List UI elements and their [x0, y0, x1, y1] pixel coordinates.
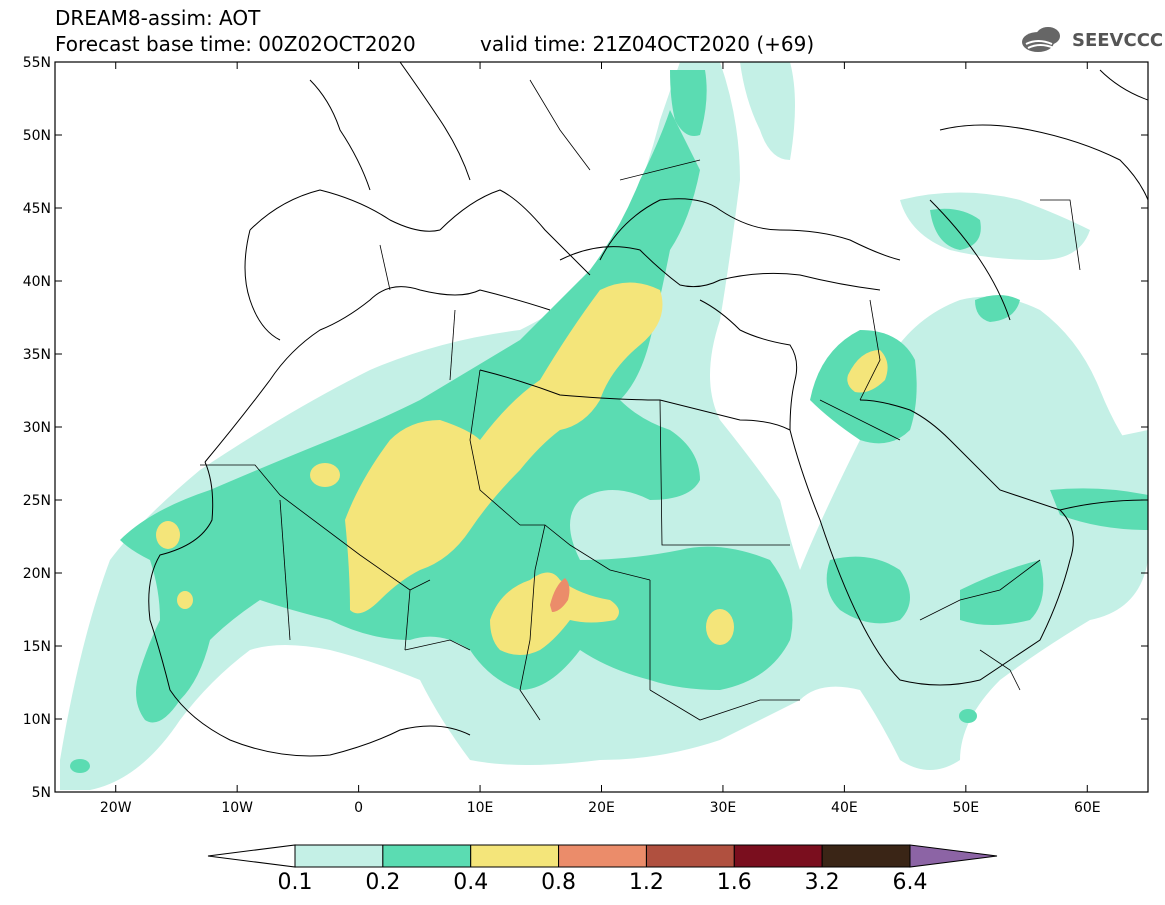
country-borders [200, 79, 1081, 721]
longitude-axis: 20W 10W 0 10E 20E 30E 40E 50E 60E [100, 62, 1101, 816]
seevccc-logo [1022, 27, 1060, 52]
lon-tick-label: 20W [100, 800, 132, 816]
colorbar-min-arrow [207, 844, 296, 868]
colorbar-label: 1.2 [628, 870, 664, 895]
lat-tick-label: 10N [23, 712, 51, 728]
colorbar-swatch [821, 844, 911, 868]
colorbar-swatch [294, 844, 384, 868]
colorbar-max-arrow [909, 844, 998, 868]
colorbar-label: 6.4 [892, 870, 928, 895]
lat-tick-label: 20N [23, 566, 51, 582]
lat-tick-label: 5N [32, 785, 51, 801]
lon-tick-label: 30E [710, 800, 737, 816]
colorbar-label: 1.6 [716, 870, 752, 895]
lat-tick-label: 15N [23, 639, 51, 655]
lat-tick-label: 45N [23, 201, 51, 217]
colorbar-label: 0.1 [277, 870, 313, 895]
lat-tick-label: 35N [23, 347, 51, 363]
lat-tick-label: 50N [23, 128, 51, 144]
colorbar-label: 0.8 [541, 870, 577, 895]
aot-field-very-high [550, 578, 570, 612]
colorbar-label: 3.2 [804, 870, 840, 895]
colorbar-swatch [558, 844, 647, 868]
lon-tick-label: 20E [588, 800, 615, 816]
map-title: DREAM8-assim: AOT [55, 6, 261, 30]
colorbar-label: 0.2 [365, 870, 401, 895]
colorbar-swatch [645, 844, 735, 868]
lon-tick-label: 10W [221, 800, 253, 816]
lat-tick-label: 55N [23, 55, 51, 71]
lon-tick-label: 50E [952, 800, 979, 816]
lat-tick-label: 40N [23, 274, 51, 290]
aot-field-medium [70, 70, 1148, 773]
aot-field-high [156, 282, 888, 655]
valid-time: valid time: 21Z04OCT2020 (+69) [480, 32, 815, 56]
colorbar-label: 0.4 [453, 870, 489, 895]
lon-tick-label: 0 [354, 800, 363, 816]
colorbar-swatch [733, 844, 823, 868]
lat-tick-label: 30N [23, 420, 51, 436]
lon-tick-label: 10E [467, 800, 494, 816]
forecast-base-time: Forecast base time: 00Z02OCT2020 [55, 32, 416, 56]
colorbar-swatch [470, 844, 560, 868]
colorbar-swatch [382, 844, 472, 868]
lat-tick-label: 25N [23, 493, 51, 509]
lon-tick-label: 60E [1074, 800, 1101, 816]
lon-tick-label: 40E [831, 800, 858, 816]
coastlines [148, 62, 1148, 757]
logo-text: SEEVCCC [1072, 30, 1164, 51]
colorbar [207, 844, 998, 868]
latitude-axis: 55N 50N 45N 40N 35N 30N 25N 20N 15N 10N 5N [23, 55, 1148, 801]
cloud-icon [1022, 27, 1060, 52]
colorbar-labels: 0.1 0.2 0.4 0.8 1.2 1.6 3.2 6.4 [0, 870, 1165, 900]
